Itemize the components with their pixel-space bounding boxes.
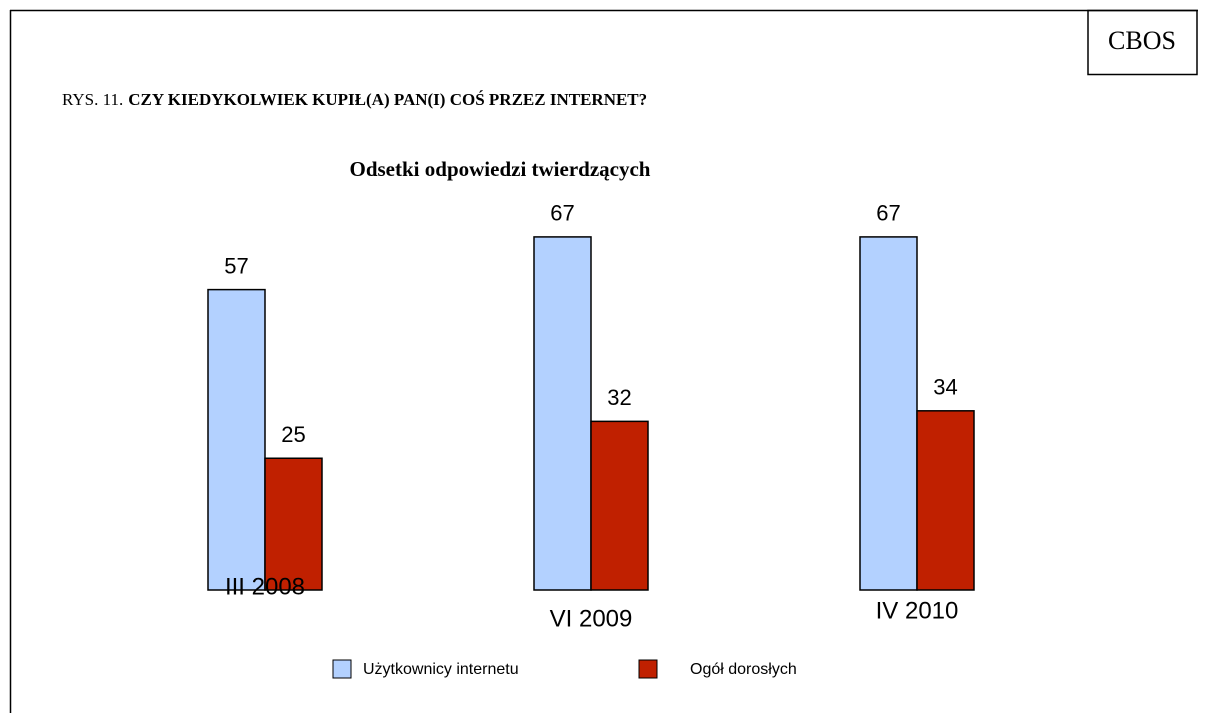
bar: [859, 236, 918, 591]
bar: [207, 288, 266, 591]
title: RYS. 11. CZY KIEDYKOLWIEK KUPIŁ(A) PAN(I)…: [62, 90, 647, 109]
legend-swatch: [332, 659, 352, 679]
title-text: CZY KIEDYKOLWIEK KUPIŁ(A) PAN(I) COŚ PRZ…: [128, 90, 647, 109]
bar: [916, 410, 975, 591]
data-label: 67: [876, 201, 900, 226]
subtitle: Odsetki odpowiedzi twierdzących: [350, 157, 651, 181]
badge: CBOS: [1108, 26, 1176, 55]
data-label: 25: [281, 422, 305, 447]
data-label: 67: [550, 201, 574, 226]
data-label: 34: [933, 375, 957, 400]
legend-label: Użytkownicy internetu: [363, 661, 519, 678]
legend-swatch: [638, 659, 658, 679]
data-label: 32: [607, 385, 631, 410]
x-tick-label: IV 2010: [876, 597, 959, 624]
data-label: 57: [224, 253, 248, 278]
title-prefix: RYS. 11.: [62, 90, 123, 109]
badge-box: [1087, 9, 1198, 76]
legend-label: Ogół dorosłych: [690, 661, 797, 678]
bar: [533, 236, 592, 591]
x-tick-label: VI 2009: [550, 605, 633, 632]
bar: [590, 420, 649, 591]
x-tick-label: III 2008: [225, 573, 305, 600]
bar: [264, 457, 323, 591]
